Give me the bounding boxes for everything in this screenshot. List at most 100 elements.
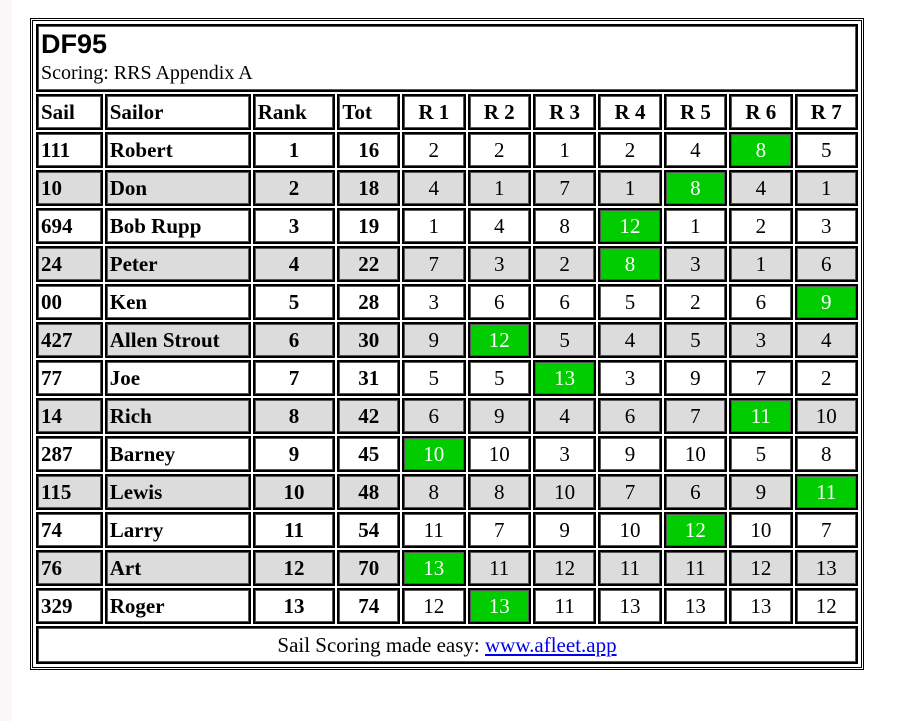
column-header-r6: R 6	[729, 94, 793, 130]
total-cell: 42	[337, 398, 401, 434]
race-cell-discarded: 12	[663, 512, 728, 548]
race-cell: 6	[663, 474, 728, 510]
race-cell: 6	[794, 246, 858, 282]
sailor-cell: Allen Strout	[104, 322, 251, 358]
race-cell: 11	[402, 512, 466, 548]
table-row: 74 Larry 11 54 11 7 9 10 12 10 7	[36, 512, 858, 548]
race-cell: 2	[663, 284, 728, 320]
race-cell: 9	[532, 512, 597, 548]
race-cell: 6	[402, 398, 466, 434]
footer: Sail Scoring made easy: www.afleet.app	[36, 626, 858, 664]
race-cell: 13	[794, 550, 858, 586]
table-row: 115 Lewis 10 48 8 8 10 7 6 9 11	[36, 474, 858, 510]
race-cell: 3	[532, 436, 597, 472]
sail-cell: 00	[36, 284, 103, 320]
sailor-cell: Peter	[104, 246, 251, 282]
sailor-cell: Joe	[104, 360, 251, 396]
race-cell: 2	[532, 246, 597, 282]
race-cell: 5	[532, 322, 597, 358]
total-cell: 16	[337, 132, 401, 168]
race-cell: 5	[467, 360, 531, 396]
sail-cell: 24	[36, 246, 103, 282]
sail-cell: 427	[36, 322, 103, 358]
race-cell: 7	[598, 474, 662, 510]
race-cell-discarded: 8	[729, 132, 793, 168]
sailor-cell: Bob Rupp	[104, 208, 251, 244]
race-cell: 9	[598, 436, 662, 472]
race-cell: 4	[663, 132, 728, 168]
race-cell-discarded: 11	[794, 474, 858, 510]
rank-cell: 13	[252, 588, 336, 624]
race-cell: 5	[598, 284, 662, 320]
race-cell: 3	[794, 208, 858, 244]
total-cell: 31	[337, 360, 401, 396]
race-cell: 1	[729, 246, 793, 282]
race-cell: 2	[794, 360, 858, 396]
race-cell: 5	[794, 132, 858, 168]
table-row: 111 Robert 1 16 2 2 1 2 4 8 5	[36, 132, 858, 168]
race-cell: 13	[598, 588, 662, 624]
sail-cell: 10	[36, 170, 103, 206]
total-cell: 54	[337, 512, 401, 548]
race-cell: 3	[663, 246, 728, 282]
race-cell-discarded: 8	[598, 246, 662, 282]
race-cell: 1	[402, 208, 466, 244]
column-header-sail: Sail	[36, 94, 103, 130]
footer-text: Sail Scoring made easy:	[277, 632, 486, 657]
sailor-cell: Larry	[104, 512, 251, 548]
race-cell: 2	[729, 208, 793, 244]
rank-cell: 5	[252, 284, 336, 320]
race-cell: 9	[663, 360, 728, 396]
race-cell: 4	[729, 170, 793, 206]
sailor-cell: Don	[104, 170, 251, 206]
race-cell-discarded: 9	[794, 284, 858, 320]
race-cell: 11	[532, 588, 597, 624]
table-row: 76 Art 12 70 13 11 12 11 11 12 13	[36, 550, 858, 586]
race-cell: 7	[467, 512, 531, 548]
race-cell: 2	[598, 132, 662, 168]
race-cell: 11	[663, 550, 728, 586]
race-cell-discarded: 13	[402, 550, 466, 586]
race-cell: 1	[794, 170, 858, 206]
race-cell: 6	[467, 284, 531, 320]
scoring-system: Scoring: RRS Appendix A	[41, 62, 253, 84]
race-cell: 7	[532, 170, 597, 206]
rank-cell: 6	[252, 322, 336, 358]
column-header-r7: R 7	[794, 94, 858, 130]
table-row: 329 Roger 13 74 12 13 11 13 13 13 12	[36, 588, 858, 624]
column-header-tot: Tot	[337, 94, 401, 130]
total-cell: 74	[337, 588, 401, 624]
rank-cell: 10	[252, 474, 336, 510]
rank-cell: 4	[252, 246, 336, 282]
race-cell: 13	[663, 588, 728, 624]
sailor-cell: Roger	[104, 588, 251, 624]
race-cell: 6	[729, 284, 793, 320]
race-cell: 8	[467, 474, 531, 510]
total-cell: 48	[337, 474, 401, 510]
race-cell-discarded: 13	[467, 588, 531, 624]
afleet-link[interactable]: www.afleet.app	[485, 632, 617, 657]
sailor-cell: Lewis	[104, 474, 251, 510]
total-cell: 70	[337, 550, 401, 586]
table-row: 10 Don 2 18 4 1 7 1 8 4 1	[36, 170, 858, 206]
race-cell: 3	[598, 360, 662, 396]
race-cell-discarded: 11	[729, 398, 793, 434]
race-cell: 12	[532, 550, 597, 586]
rank-cell: 3	[252, 208, 336, 244]
sail-cell: 76	[36, 550, 103, 586]
race-cell: 7	[729, 360, 793, 396]
sail-cell: 74	[36, 512, 103, 548]
table-row: 427 Allen Strout 6 30 9 12 5 4 5 3 4	[36, 322, 858, 358]
race-cell: 8	[794, 436, 858, 472]
race-cell: 4	[532, 398, 597, 434]
race-cell: 5	[729, 436, 793, 472]
race-cell: 4	[794, 322, 858, 358]
sailor-cell: Robert	[104, 132, 251, 168]
race-cell: 11	[598, 550, 662, 586]
page-title: DF95	[41, 29, 108, 59]
race-cell: 2	[467, 132, 531, 168]
total-cell: 18	[337, 170, 401, 206]
race-cell: 10	[663, 436, 728, 472]
race-cell: 6	[598, 398, 662, 434]
total-cell: 28	[337, 284, 401, 320]
